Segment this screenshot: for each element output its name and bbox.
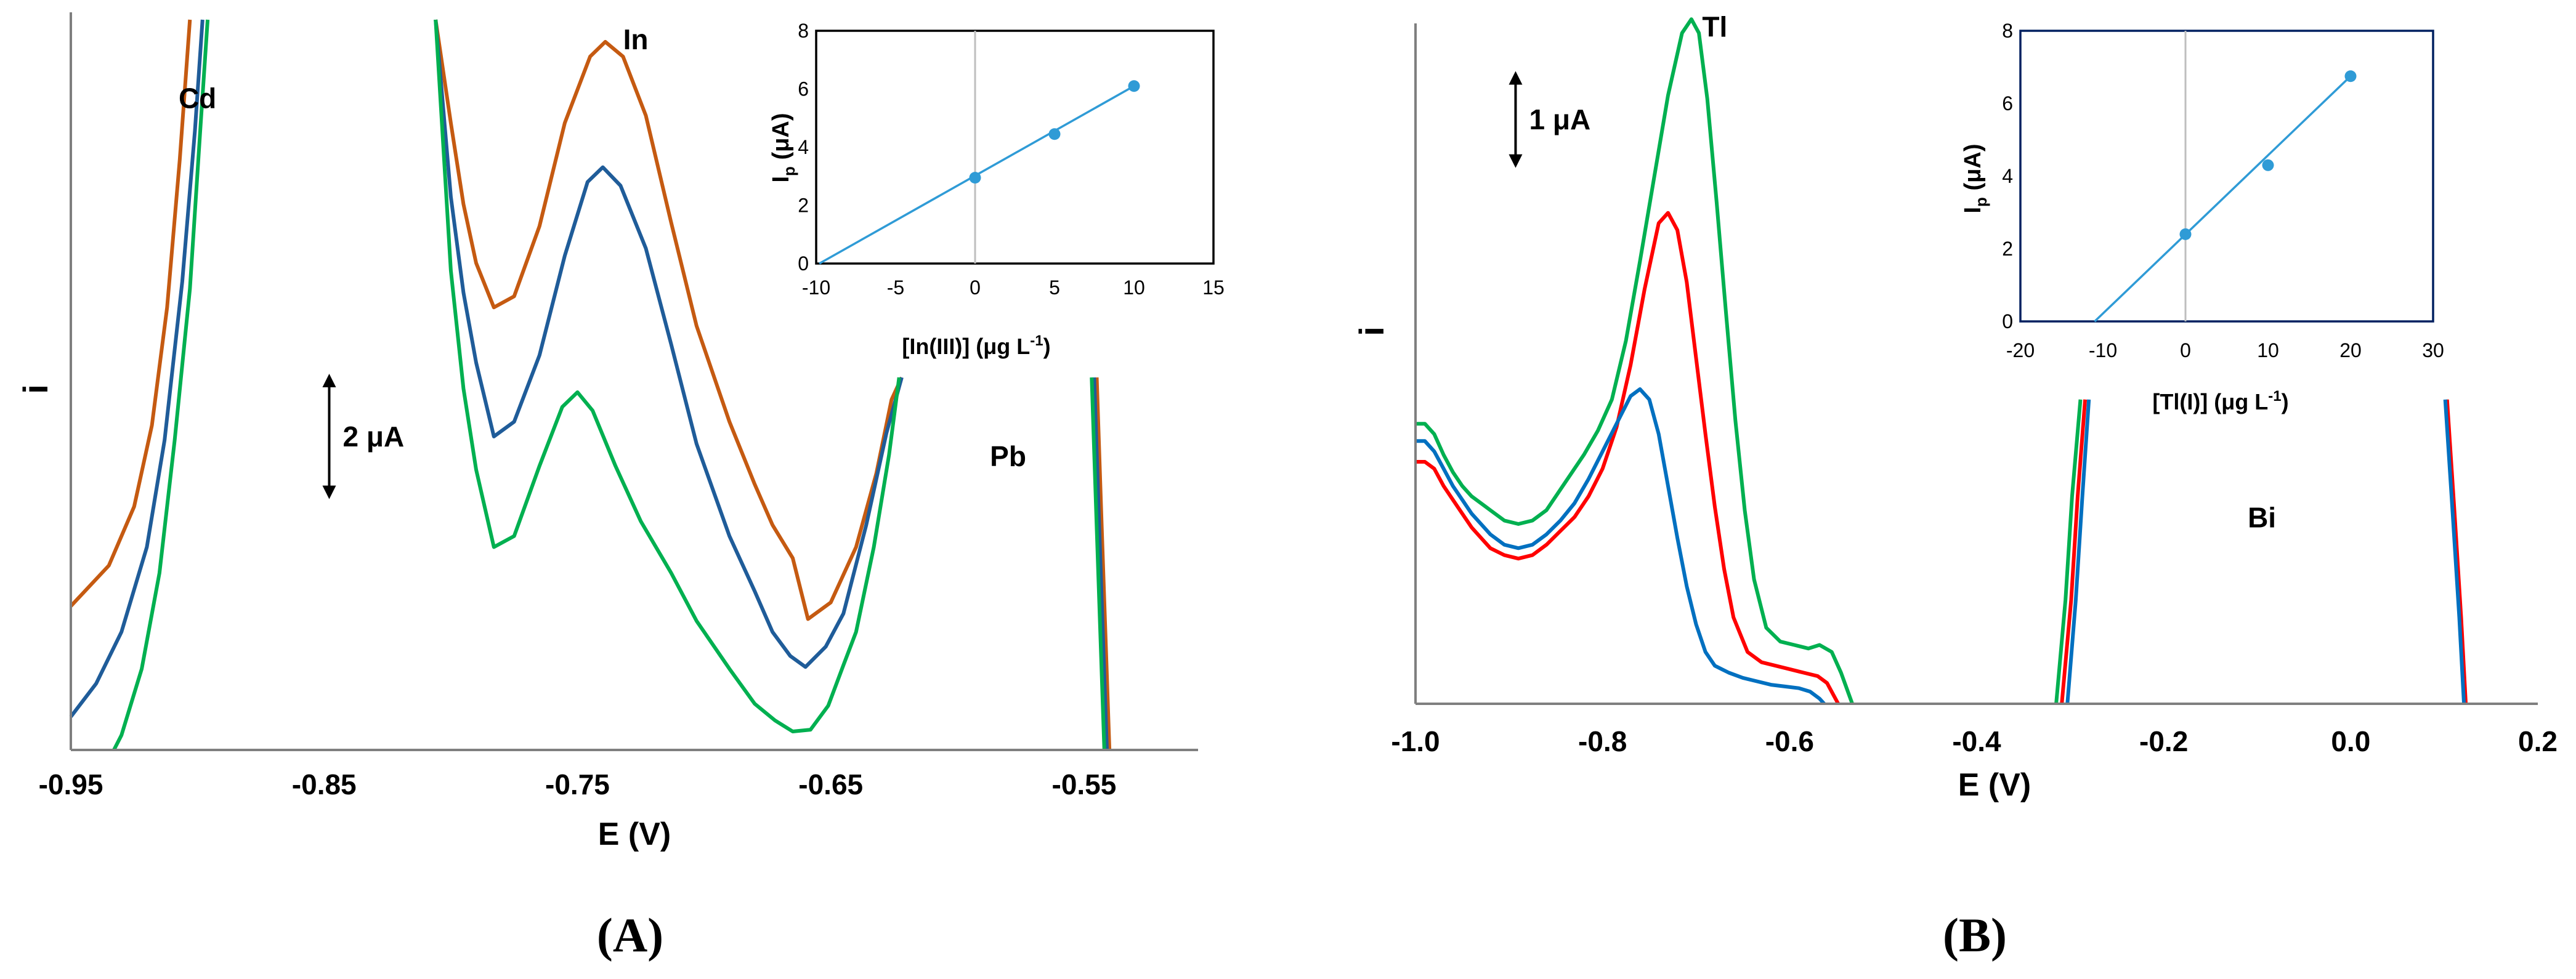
panel-a: -0.95 -0.85 -0.75 -0.65 -0.55 E (V) i Cd In Pb… bbox=[16, 12, 1225, 962]
panel-a-series-blue-segment-2 bbox=[1092, 377, 1109, 751]
panel-a-series-orange-segment-1 bbox=[434, 19, 904, 621]
panel-a-peak-label-cd: Cd bbox=[179, 83, 216, 115]
panel-a-series-green-segment-1 bbox=[434, 19, 901, 733]
panel-b-peak-label-bi: Bi bbox=[2248, 502, 2276, 534]
inset-a-y-tick-label: 2 bbox=[798, 195, 809, 217]
panel-b-x-tick-label: -0.4 bbox=[1952, 725, 2001, 757]
panel-b-series-blue-segment-2 bbox=[2443, 399, 2466, 704]
inset-a-x-tick-label: 10 bbox=[1123, 276, 1145, 299]
panel-a-x-tick-labels: -0.95 -0.85 -0.75 -0.65 -0.55 bbox=[39, 768, 1117, 800]
inset-b-frame bbox=[2019, 30, 2434, 323]
panel-a-series-green-segment-2 bbox=[1090, 377, 1106, 751]
inset-a-y-tick-label: 8 bbox=[798, 20, 809, 42]
panel-b-inset: -20 -10 0 10 20 30 0 2 4 6 8 [Tl(I)] (μg L-1) Ip … bbox=[1960, 20, 2444, 414]
panel-b-x-tick-labels: -1.0 -0.8 -0.6 -0.4 -0.2 0.0 0.2 bbox=[1391, 725, 2558, 757]
panel-b-scale-bar-arrow-up bbox=[1509, 71, 1523, 85]
inset-a-x-tick-label: 5 bbox=[1049, 276, 1060, 299]
panel-a-scale-bar: 2 μA bbox=[322, 374, 404, 499]
panel-b-y-axis-label: i bbox=[1352, 326, 1391, 336]
panel-a-inset: -10 -5 0 5 10 15 0 2 4 6 8 [In(III)] (μg L-1) Ip … bbox=[768, 20, 1225, 359]
panel-a-label: (A) bbox=[597, 908, 663, 962]
inset-b-x-tick-labels: -20 -10 0 10 20 30 bbox=[2006, 339, 2444, 361]
panel-b-series-blue-segment-1 bbox=[2065, 399, 2091, 704]
panel-a-x-tick-label: -0.65 bbox=[798, 768, 863, 800]
panel-a-peak-labels: Cd In Pb bbox=[179, 23, 1026, 472]
inset-b-y-tick-label: 6 bbox=[2002, 92, 2013, 115]
inset-a-x-tick-label: -5 bbox=[887, 276, 904, 299]
inset-a-data-point bbox=[969, 172, 981, 184]
panel-b-x-axis-label: E (V) bbox=[1958, 767, 2031, 803]
panel-b-label: (B) bbox=[1943, 908, 2007, 962]
inset-b-x-tick-label: -20 bbox=[2006, 339, 2035, 361]
inset-b-fit-line bbox=[2094, 75, 2352, 323]
inset-b-x-tick-label: 30 bbox=[2422, 339, 2444, 361]
inset-b-y-tick-label: 4 bbox=[2002, 165, 2013, 187]
inset-a-x-tick-labels: -10 -5 0 5 10 15 bbox=[802, 276, 1225, 299]
panel-b-series-green-segment-0 bbox=[1416, 17, 1854, 705]
inset-a-y-tick-label: 0 bbox=[798, 252, 809, 275]
panel-a-x-tick-label: -0.55 bbox=[1052, 768, 1117, 800]
inset-a-x-tick-label: -10 bbox=[802, 276, 830, 299]
panel-a-series-blue-segment-0 bbox=[69, 19, 205, 718]
panel-a-scale-bar-arrow-down bbox=[322, 485, 336, 499]
inset-a-plot bbox=[819, 31, 1140, 265]
panel-a-y-axis-label: i bbox=[16, 384, 55, 394]
panel-b-peak-labels: Tl Bi bbox=[1702, 10, 2276, 533]
panel-b-series-red-segment-0 bbox=[1416, 211, 1840, 705]
inset-a-x-tick-label: 0 bbox=[970, 276, 981, 299]
panel-b-scale-bar-arrow-down bbox=[1509, 154, 1523, 168]
panel-a-peak-label-pb: Pb bbox=[990, 440, 1026, 472]
panel-b-series-blue-segment-0 bbox=[1416, 387, 1826, 706]
panel-a-x-tick-label: -0.75 bbox=[545, 768, 610, 800]
panel-a-x-tick-label: -0.95 bbox=[39, 768, 103, 800]
panel-b-x-tick-label: -0.6 bbox=[1765, 725, 1814, 757]
panel-b-x-tick-label: -0.2 bbox=[2139, 725, 2188, 757]
inset-b-x-tick-label: 0 bbox=[2180, 339, 2191, 361]
inset-b-plot bbox=[2094, 31, 2357, 323]
inset-b-x-tick-label: 10 bbox=[2257, 339, 2279, 361]
panel-a-series-layer bbox=[69, 19, 1112, 751]
panel-a-scale-bar-label: 2 μA bbox=[342, 421, 404, 453]
panel-a-peak-label-in: In bbox=[623, 23, 649, 55]
panel-b-peak-label-tl: Tl bbox=[1702, 10, 1727, 42]
inset-b-y-tick-labels: 0 2 4 6 8 bbox=[2002, 20, 2013, 332]
inset-a-frame bbox=[815, 30, 1215, 265]
inset-a-data-point bbox=[1048, 128, 1061, 140]
inset-a-y-axis-label: Ip (μA) bbox=[768, 113, 798, 182]
inset-a-y-tick-labels: 0 2 4 6 8 bbox=[798, 20, 809, 275]
inset-a-data-point bbox=[1128, 80, 1140, 92]
inset-b-y-axis-label: Ip (μA) bbox=[1960, 143, 1990, 213]
panel-b-scale-bar: 1 μA bbox=[1509, 71, 1590, 168]
panel-b: -1.0 -0.8 -0.6 -0.4 -0.2 0.0 0.2 E (V) i TlBi … bbox=[1352, 10, 2558, 962]
inset-b-data-point bbox=[2344, 70, 2357, 83]
inset-b-data-point bbox=[2179, 228, 2192, 240]
panel-a-series-blue-segment-1 bbox=[434, 19, 904, 669]
inset-a-y-tick-label: 6 bbox=[798, 78, 809, 100]
inset-a-y-tick-label: 4 bbox=[798, 136, 809, 158]
panel-b-series-red-segment-1 bbox=[2060, 399, 2088, 704]
inset-b-y-tick-label: 2 bbox=[2002, 238, 2013, 260]
panel-b-x-tick-label: 0.2 bbox=[2518, 725, 2558, 757]
panel-b-x-tick-label: 0.0 bbox=[2331, 725, 2370, 757]
inset-b-x-axis-label: [Tl(I)] (μg L-1) bbox=[2152, 388, 2288, 414]
inset-b-data-point bbox=[2262, 159, 2274, 171]
panel-b-series-layer bbox=[1416, 17, 2468, 706]
inset-b-x-tick-label: -10 bbox=[2089, 339, 2117, 361]
inset-a-x-axis-label: [In(III)] (μg L-1) bbox=[902, 332, 1050, 359]
panel-a-x-axis-label: E (V) bbox=[598, 816, 671, 852]
panel-b-x-tick-label: -0.8 bbox=[1578, 725, 1627, 757]
inset-b-x-tick-label: 20 bbox=[2339, 339, 2362, 361]
panel-a-series-green-segment-0 bbox=[112, 19, 210, 751]
panel-b-x-tick-label: -1.0 bbox=[1391, 725, 1440, 757]
panel-a-series-orange-segment-0 bbox=[69, 19, 192, 608]
panel-a-x-tick-label: -0.85 bbox=[292, 768, 357, 800]
inset-b-y-tick-label: 0 bbox=[2002, 310, 2013, 332]
panel-b-series-green-segment-1 bbox=[2054, 399, 2083, 704]
panel-b-scale-bar-label: 1 μA bbox=[1529, 103, 1590, 135]
panel-a-series-orange-segment-2 bbox=[1095, 377, 1112, 751]
inset-a-x-tick-label: 15 bbox=[1202, 276, 1225, 299]
inset-b-y-tick-label: 8 bbox=[2002, 20, 2013, 42]
panel-a-scale-bar-arrow-up bbox=[322, 374, 336, 388]
